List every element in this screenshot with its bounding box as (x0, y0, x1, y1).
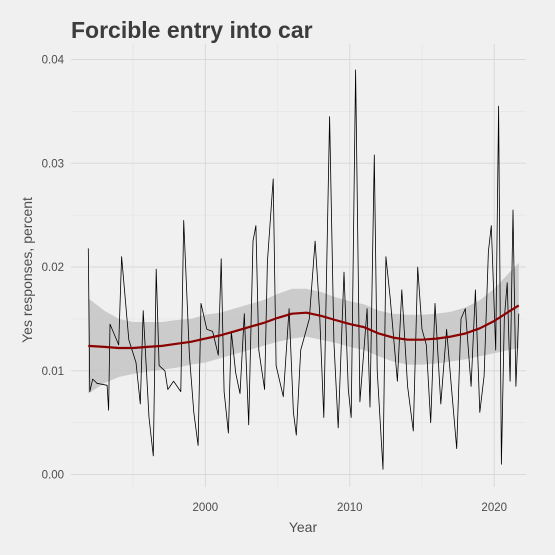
x-axis-label: Year (289, 519, 318, 535)
raw-series-line (88, 70, 519, 470)
tick-labels: 0.00 0.01 0.02 0.03 0.04 2000 2010 2020 (42, 55, 507, 514)
x-tick-label: 2020 (481, 502, 507, 514)
chart-title: Forcible entry into car (71, 17, 313, 43)
y-tick-label: 0.04 (42, 55, 65, 67)
confidence-band (88, 263, 519, 394)
raw-series-layer (88, 70, 519, 470)
y-tick-label: 0.03 (42, 158, 64, 170)
y-tick-label: 0.02 (42, 262, 64, 274)
x-tick-label: 2000 (193, 502, 219, 514)
y-tick-label: 0.01 (42, 366, 64, 378)
y-tick-label: 0.00 (42, 470, 64, 482)
x-tick-label: 2010 (337, 502, 363, 514)
confidence-band-layer (88, 263, 519, 394)
y-axis-label: Yes responses, percent (19, 197, 35, 343)
